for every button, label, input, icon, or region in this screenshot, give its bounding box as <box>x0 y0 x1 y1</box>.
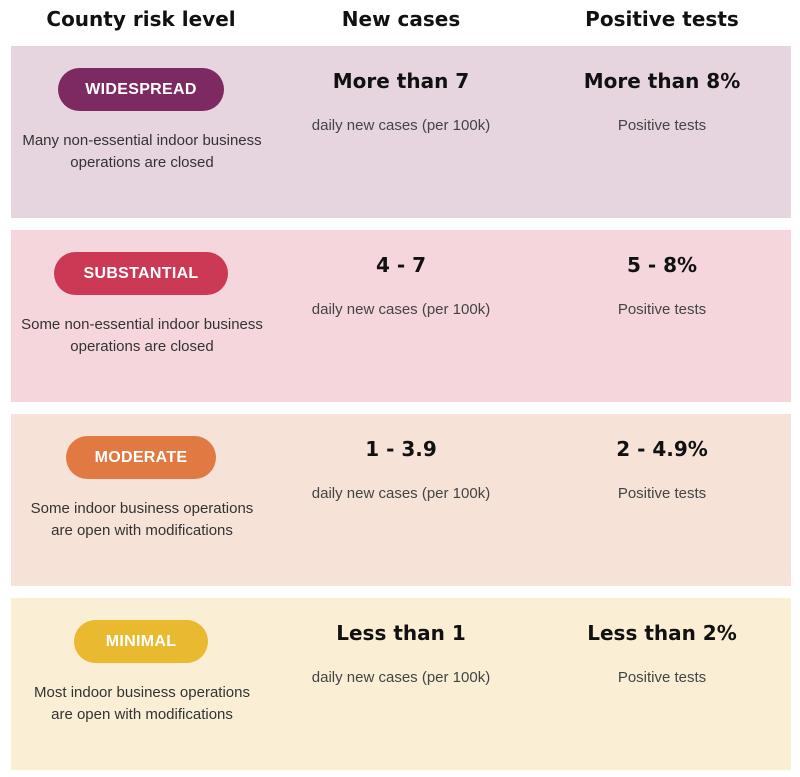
tests-value: More than 8% <box>583 69 741 93</box>
tier-badge-minimal: MINIMAL <box>74 620 208 663</box>
tier-row-moderate: MODERATE Some indoor business operations… <box>11 414 791 586</box>
tier-row-widespread: WIDESPREAD Many non-essential indoor bus… <box>11 46 791 218</box>
header-new-cases: New cases <box>341 7 461 31</box>
cases-unit: daily new cases (per 100k) <box>311 117 491 134</box>
tier-badge-widespread: WIDESPREAD <box>58 68 224 111</box>
cases-value: 4 - 7 <box>375 253 427 277</box>
cases-unit: daily new cases (per 100k) <box>311 485 491 502</box>
tier-description-line: operations are closed <box>70 154 214 171</box>
tier-row-minimal: MINIMAL Most indoor business operations … <box>11 598 791 770</box>
tier-description: Some indoor business operations are open… <box>11 498 273 542</box>
tier-badge-substantial: SUBSTANTIAL <box>54 252 228 295</box>
cases-unit: daily new cases (per 100k) <box>311 301 491 318</box>
tier-description-line: are open with modifications <box>51 522 233 539</box>
tier-description-line: Some non-essential indoor business <box>21 316 263 333</box>
tests-unit: Positive tests <box>617 117 707 134</box>
cases-unit: daily new cases (per 100k) <box>311 669 491 686</box>
tier-description-line: Most indoor business operations <box>34 684 250 701</box>
cases-value: 1 - 3.9 <box>365 437 437 461</box>
tests-value: 2 - 4.9% <box>616 437 708 461</box>
tier-description: Some non-essential indoor business opera… <box>11 314 273 358</box>
tests-value: 5 - 8% <box>626 253 698 277</box>
tier-description: Many non-essential indoor business opera… <box>11 130 273 174</box>
tier-description-line: Some indoor business operations <box>30 500 254 517</box>
table-header: County risk level New cases Positive tes… <box>0 0 800 46</box>
cases-value: Less than 1 <box>336 621 466 645</box>
tests-unit: Positive tests <box>617 669 707 686</box>
header-risk-level: County risk level <box>46 7 236 31</box>
tier-description: Most indoor business operations are open… <box>11 682 273 726</box>
header-positive-tests: Positive tests <box>585 7 739 31</box>
tests-value: Less than 2% <box>587 621 737 645</box>
tier-description-line: operations are closed <box>70 338 214 355</box>
tier-badge-moderate: MODERATE <box>66 436 216 479</box>
tier-description-line: are open with modifications <box>51 706 233 723</box>
tests-unit: Positive tests <box>617 485 707 502</box>
tier-description-line: Many non-essential indoor business <box>22 132 262 149</box>
cases-value: More than 7 <box>332 69 470 93</box>
tests-unit: Positive tests <box>617 301 707 318</box>
tier-row-substantial: SUBSTANTIAL Some non-essential indoor bu… <box>11 230 791 402</box>
